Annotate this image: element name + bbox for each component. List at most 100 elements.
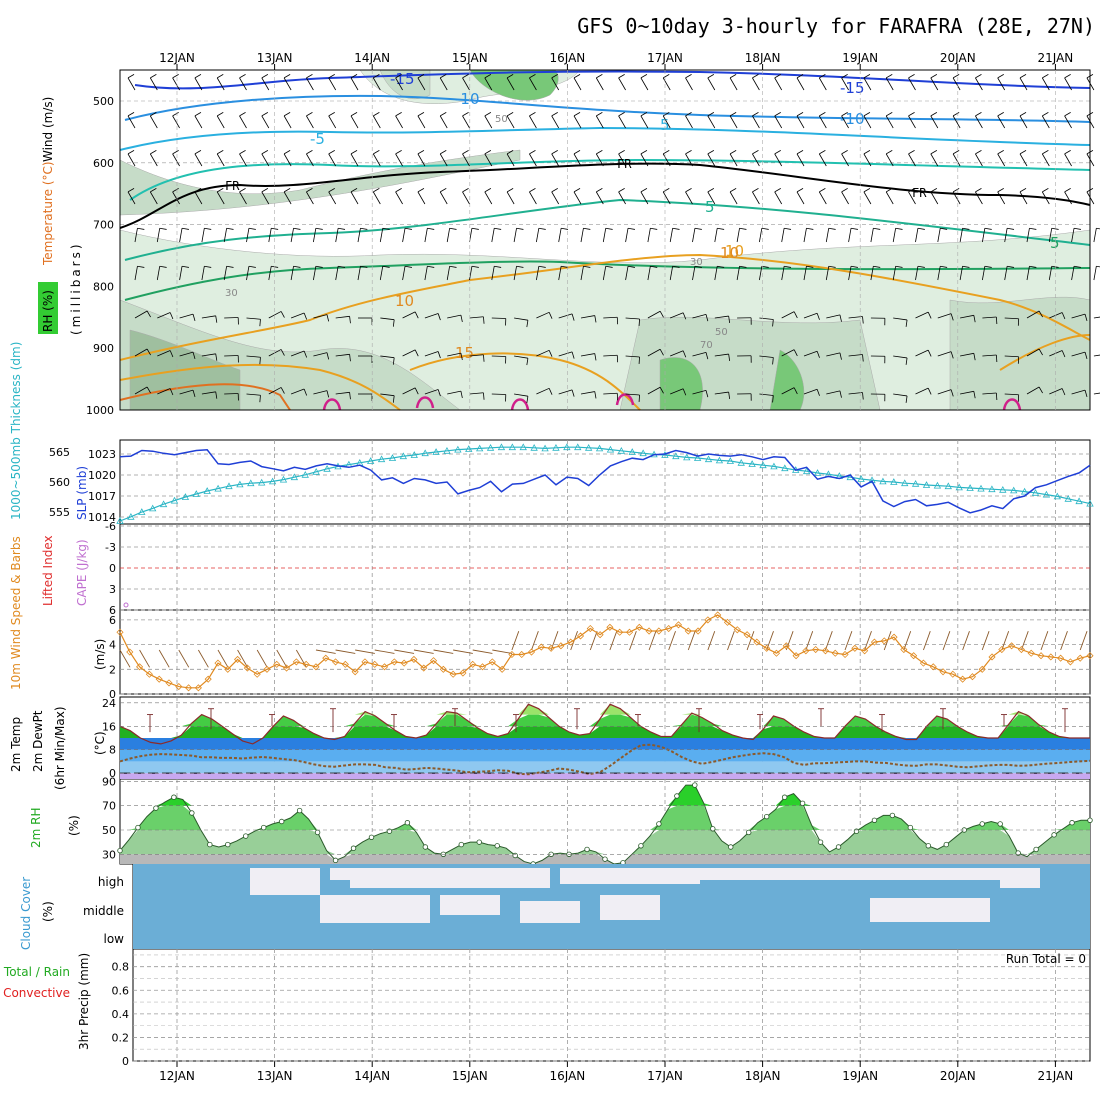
cloud-clear [250,868,320,895]
wind-barb-flag [650,227,658,230]
wind-barb [1026,265,1037,281]
wind-barb-shaft [952,77,961,91]
wind-barb [216,112,225,129]
wind-barb-flag [239,74,246,79]
wind-barb-shaft [997,191,1006,205]
wind-barb-flag [950,389,954,397]
wind-barb-flag [349,392,351,400]
wind-barb [573,150,582,167]
rh2m-point [710,826,716,832]
pressure-tick: 500 [93,95,114,108]
wind-barb-shaft [1019,153,1028,167]
wind-barb-flag [280,349,285,356]
lifted-tick: 6 [109,604,116,617]
wind10-point [439,665,447,673]
wind-barb [201,391,218,399]
wind-barb-flag [997,188,1004,193]
wind10-point [498,665,506,673]
wind10-barb [727,631,735,651]
rh2m-point [728,844,734,850]
wind-barb-shaft [268,266,272,281]
wind-barb-shaft [447,390,461,395]
wind-barb-flag [392,319,395,327]
wind-barb [1071,389,1088,397]
wind-barb-shaft [417,77,426,91]
wind-barb-shaft [959,228,963,243]
wind-barb-flag [283,112,291,117]
wind10-barb [923,631,931,651]
wind-barb-shaft [469,266,473,281]
thickness-point [704,455,713,463]
wind10-point [224,665,232,673]
wind-barb-shaft [781,387,795,395]
wind-barb-flag [561,265,569,268]
wind10-point [155,675,163,683]
wind-barb-shaft [194,191,203,205]
wind-barb-shaft [752,115,760,129]
wind-barb [781,265,792,281]
date-label-top: 17JAN [647,51,683,65]
thickness-point [225,482,233,490]
wind-barb [997,74,1006,91]
wind-barb-shaft [127,153,136,167]
cloud-clear [600,895,660,920]
thickness-tick: 565 [49,446,70,459]
wind-barb-shaft [1004,393,1019,396]
wind-barb-shaft [469,392,484,395]
wind10-point [371,660,379,668]
wind-barb-flag [516,265,524,268]
wind-barb [937,389,954,397]
wind-barb-shaft [1019,191,1028,205]
wind-barb [1041,74,1050,91]
thickness-point [802,467,811,475]
wind-barb-flag [404,265,412,268]
wind-barb-shaft [1093,228,1097,243]
wind-barb [818,150,827,167]
wind-barb-shaft [1093,392,1100,395]
wind-barb-flag [382,227,390,230]
temp-fill [120,714,1090,727]
wind-barb-shaft [752,77,760,91]
wind-barb-shaft [781,266,785,281]
wind-barb-flag [627,265,635,268]
wind-barb [380,393,395,403]
wind-barb-flag [194,150,202,155]
wind-barb-flag [226,265,234,268]
wind-barb-shaft [506,115,515,129]
wind-barb-shaft [625,393,640,396]
wind-barb-flag [1061,388,1066,396]
wind-barb-shaft [417,115,426,129]
wind-barb-shaft [1041,153,1050,167]
rh2m-point [171,794,177,800]
wind-barb-flag [293,227,301,230]
wind-barb [1019,150,1028,167]
wind-barb [796,112,805,129]
wind-barb-flag [1042,150,1049,155]
thickness-point [944,482,952,490]
slp-tick: 1014 [88,511,116,524]
wind-barb-shaft [662,77,671,91]
wind-barb [372,112,381,129]
thickness-point [672,452,680,460]
thickness-point [639,449,647,457]
rh2m-point [656,821,662,827]
wind-barb [1026,227,1037,243]
wind10-point [214,659,222,667]
wind-barb-flag [940,265,948,268]
wind-barb-shaft [313,314,328,319]
wind-barb [885,188,894,205]
wind-barb [1071,351,1088,359]
wind-barb [551,150,560,167]
wind10-point [136,663,144,671]
wind-barb-shaft [1049,312,1063,319]
wind-barb-flag [382,265,390,268]
wind-barb-flag [150,150,157,155]
wind-barb-flag [216,150,224,155]
ylabel-temp2m-unit: (°C) [93,731,107,755]
wind-barb [246,317,261,327]
wind-barb [179,351,196,359]
wind-barb [841,150,849,167]
wind-barb [625,393,640,402]
wind-barb-flag [984,265,992,268]
wind-barb-flag [917,227,925,230]
